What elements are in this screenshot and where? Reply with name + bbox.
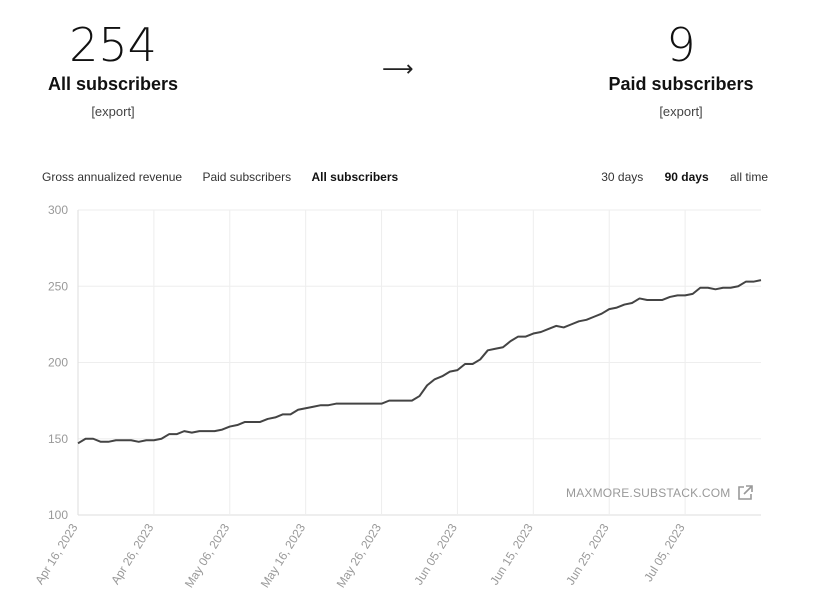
chart-grid <box>77 209 761 516</box>
tab-gross-annualized-revenue[interactable]: Gross annualized revenue <box>42 170 183 184</box>
series-line <box>77 279 762 445</box>
all-subscribers-label: All subscribers <box>47 74 179 94</box>
x-tick-label: May 26, 2023 <box>334 521 385 590</box>
all-subscribers-stat: 254 All subscribers [export] <box>0 18 238 119</box>
range-all-time[interactable]: all time <box>729 170 768 184</box>
x-tick-label: Jul 05, 2023 <box>641 521 688 584</box>
external-link-icon <box>738 485 754 500</box>
watermark-text: MAXMORE.SUBSTACK.COM <box>566 486 731 500</box>
export-paid-subscribers-link[interactable]: [export] <box>659 104 703 119</box>
range-selector: 30 days 90 days all time <box>601 170 768 184</box>
x-tick-label: Apr 16, 2023 <box>32 521 80 587</box>
y-tick-label: 300 <box>48 203 68 217</box>
metric-tabs: Gross annualized revenue Paid subscriber… <box>42 170 415 184</box>
paid-subscribers-label: Paid subscribers <box>608 74 754 94</box>
all-subscribers-count: 254 <box>69 18 157 72</box>
x-tick-label: May 06, 2023 <box>182 521 233 590</box>
export-all-subscribers-link[interactable]: [export] <box>91 104 135 119</box>
x-tick-label: May 16, 2023 <box>258 521 309 590</box>
tab-all-subscribers[interactable]: All subscribers <box>311 170 399 184</box>
paid-subscribers-stat: 9 Paid subscribers [export] <box>556 18 806 119</box>
x-tick-label: Jun 25, 2023 <box>563 521 612 588</box>
x-tick-label: Apr 26, 2023 <box>108 521 156 587</box>
watermark[interactable]: MAXMORE.SUBSTACK.COM <box>566 484 754 502</box>
range-90-days[interactable]: 90 days <box>664 170 709 184</box>
y-tick-label: 100 <box>48 508 68 522</box>
x-axis: Apr 16, 2023 Apr 26, 2023 May 06, 2023 May … <box>32 521 688 590</box>
y-tick-label: 150 <box>48 432 68 446</box>
x-tick-label: Jun 05, 2023 <box>411 521 460 588</box>
x-tick-label: Jun 15, 2023 <box>487 521 536 588</box>
y-tick-label: 200 <box>48 356 68 370</box>
y-tick-label: 250 <box>48 279 68 293</box>
tab-paid-subscribers[interactable]: Paid subscribers <box>202 170 292 184</box>
y-axis: 100 150 200 250 300 <box>48 203 68 522</box>
paid-subscribers-count: 9 <box>666 18 696 72</box>
range-30-days[interactable]: 30 days <box>601 170 644 184</box>
subscribers-line-chart: 100 150 200 250 300 Apr 16, 2023 Apr 26, 2023… <box>32 203 762 590</box>
arrow-right-icon: ⟶ <box>382 56 414 81</box>
